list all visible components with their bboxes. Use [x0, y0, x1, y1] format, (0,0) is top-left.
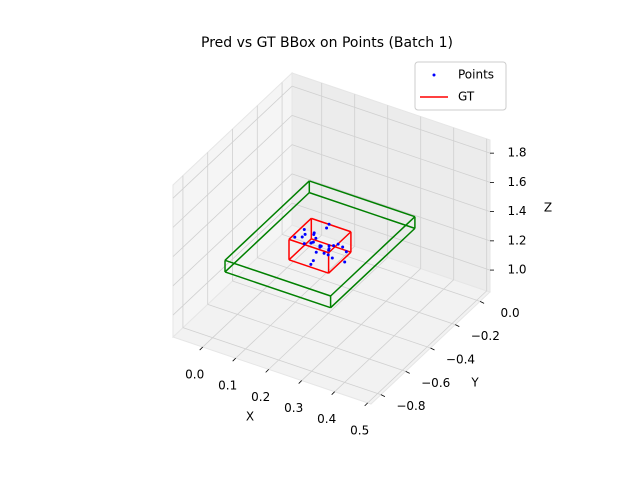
- x-tick-label: 0.5: [350, 423, 369, 437]
- grid-line: [291, 202, 491, 271]
- grid-line: [172, 115, 293, 228]
- point: [325, 226, 329, 230]
- legend-label: GT: [458, 90, 475, 104]
- marks: [224, 180, 416, 309]
- point: [293, 235, 297, 239]
- tick-mark: [232, 357, 236, 362]
- point: [322, 251, 326, 255]
- point: [314, 236, 318, 240]
- z-tick-label: 1.2: [507, 233, 526, 247]
- point: [309, 241, 313, 245]
- labels: Pred vs GT BBox on Points (Batch 1) X Y …: [185, 35, 552, 437]
- tick-mark: [380, 394, 386, 398]
- tick-mark: [479, 300, 485, 304]
- box-edge: [309, 180, 416, 218]
- point: [302, 242, 306, 246]
- point: [300, 235, 304, 239]
- point: [312, 233, 316, 237]
- z-tick-label: 1.0: [507, 263, 526, 277]
- point: [302, 228, 306, 232]
- z-tick-label: 1.4: [507, 204, 526, 218]
- grid-line: [182, 327, 382, 396]
- grid-line: [291, 85, 491, 154]
- grid-line: [207, 303, 406, 372]
- x-tick-label: 0.0: [185, 368, 204, 382]
- box-edge: [288, 259, 329, 274]
- point: [314, 250, 318, 254]
- legend-marker: [432, 73, 436, 77]
- point: [327, 247, 331, 251]
- point: [326, 253, 330, 257]
- legend: Points GT: [414, 61, 507, 111]
- point: [309, 262, 313, 266]
- box-edge: [330, 216, 416, 297]
- z-tick-label: 1.8: [507, 146, 526, 160]
- chart-title: Pred vs GT BBox on Points (Batch 1): [201, 35, 453, 51]
- y-tick-label: −0.2: [471, 329, 500, 343]
- point: [332, 244, 336, 248]
- grid: [172, 82, 494, 407]
- grid-line: [281, 233, 481, 302]
- point: [303, 232, 307, 236]
- grid-line: [257, 257, 456, 326]
- grid-line: [291, 173, 491, 242]
- y-axis-label: Y: [470, 376, 479, 390]
- tick-mark: [298, 380, 302, 384]
- x-tick-label: 0.1: [218, 379, 237, 393]
- tick-mark: [364, 402, 368, 407]
- point: [327, 222, 331, 226]
- y-tick-label: −0.8: [396, 399, 425, 413]
- x-tick-label: 0.4: [317, 412, 336, 426]
- box-edge: [224, 180, 310, 261]
- z-axis-label: Z: [544, 201, 552, 215]
- grid-line: [232, 280, 431, 349]
- grid-line: [291, 115, 491, 183]
- point: [336, 242, 340, 246]
- point: [330, 256, 334, 260]
- tick-mark: [430, 347, 435, 351]
- point: [343, 260, 347, 264]
- grid-line: [172, 202, 293, 316]
- box-edge: [288, 238, 329, 254]
- box-edge: [224, 259, 331, 297]
- point: [327, 244, 331, 248]
- y-tick-label: −0.4: [446, 353, 475, 367]
- box-edge: [311, 238, 352, 253]
- legend-frame: [414, 61, 507, 111]
- x-tick-label: 0.3: [284, 401, 303, 415]
- y-tick-label: −0.6: [421, 376, 450, 390]
- grid-line: [172, 144, 293, 257]
- box-edge: [288, 238, 312, 261]
- y-tick-label: 0.0: [501, 306, 520, 320]
- box-edge: [224, 192, 310, 273]
- box-edge: [309, 191, 416, 230]
- x-tick-label: 0.2: [251, 390, 270, 404]
- box-edge: [311, 217, 352, 233]
- tick-mark: [199, 346, 203, 351]
- z-tick-label: 1.6: [507, 175, 526, 189]
- point: [341, 245, 345, 249]
- point: [311, 240, 315, 244]
- grid-line: [172, 85, 293, 199]
- back-pane: [291, 72, 491, 293]
- point: [318, 244, 322, 248]
- tick-mark: [405, 370, 410, 374]
- x-axis-label: X: [246, 410, 254, 424]
- box-edge: [224, 271, 331, 309]
- point: [344, 250, 348, 254]
- box-edge: [330, 227, 416, 309]
- legend-label: Points: [458, 68, 494, 82]
- box-edge: [328, 231, 352, 254]
- box-edge: [328, 251, 352, 274]
- tick-mark: [265, 369, 269, 373]
- grid-line: [291, 144, 491, 212]
- grid-line: [172, 173, 293, 287]
- tick-mark: [331, 391, 335, 395]
- tick-mark: [455, 324, 460, 328]
- point: [311, 259, 315, 263]
- box-edge: [288, 217, 312, 240]
